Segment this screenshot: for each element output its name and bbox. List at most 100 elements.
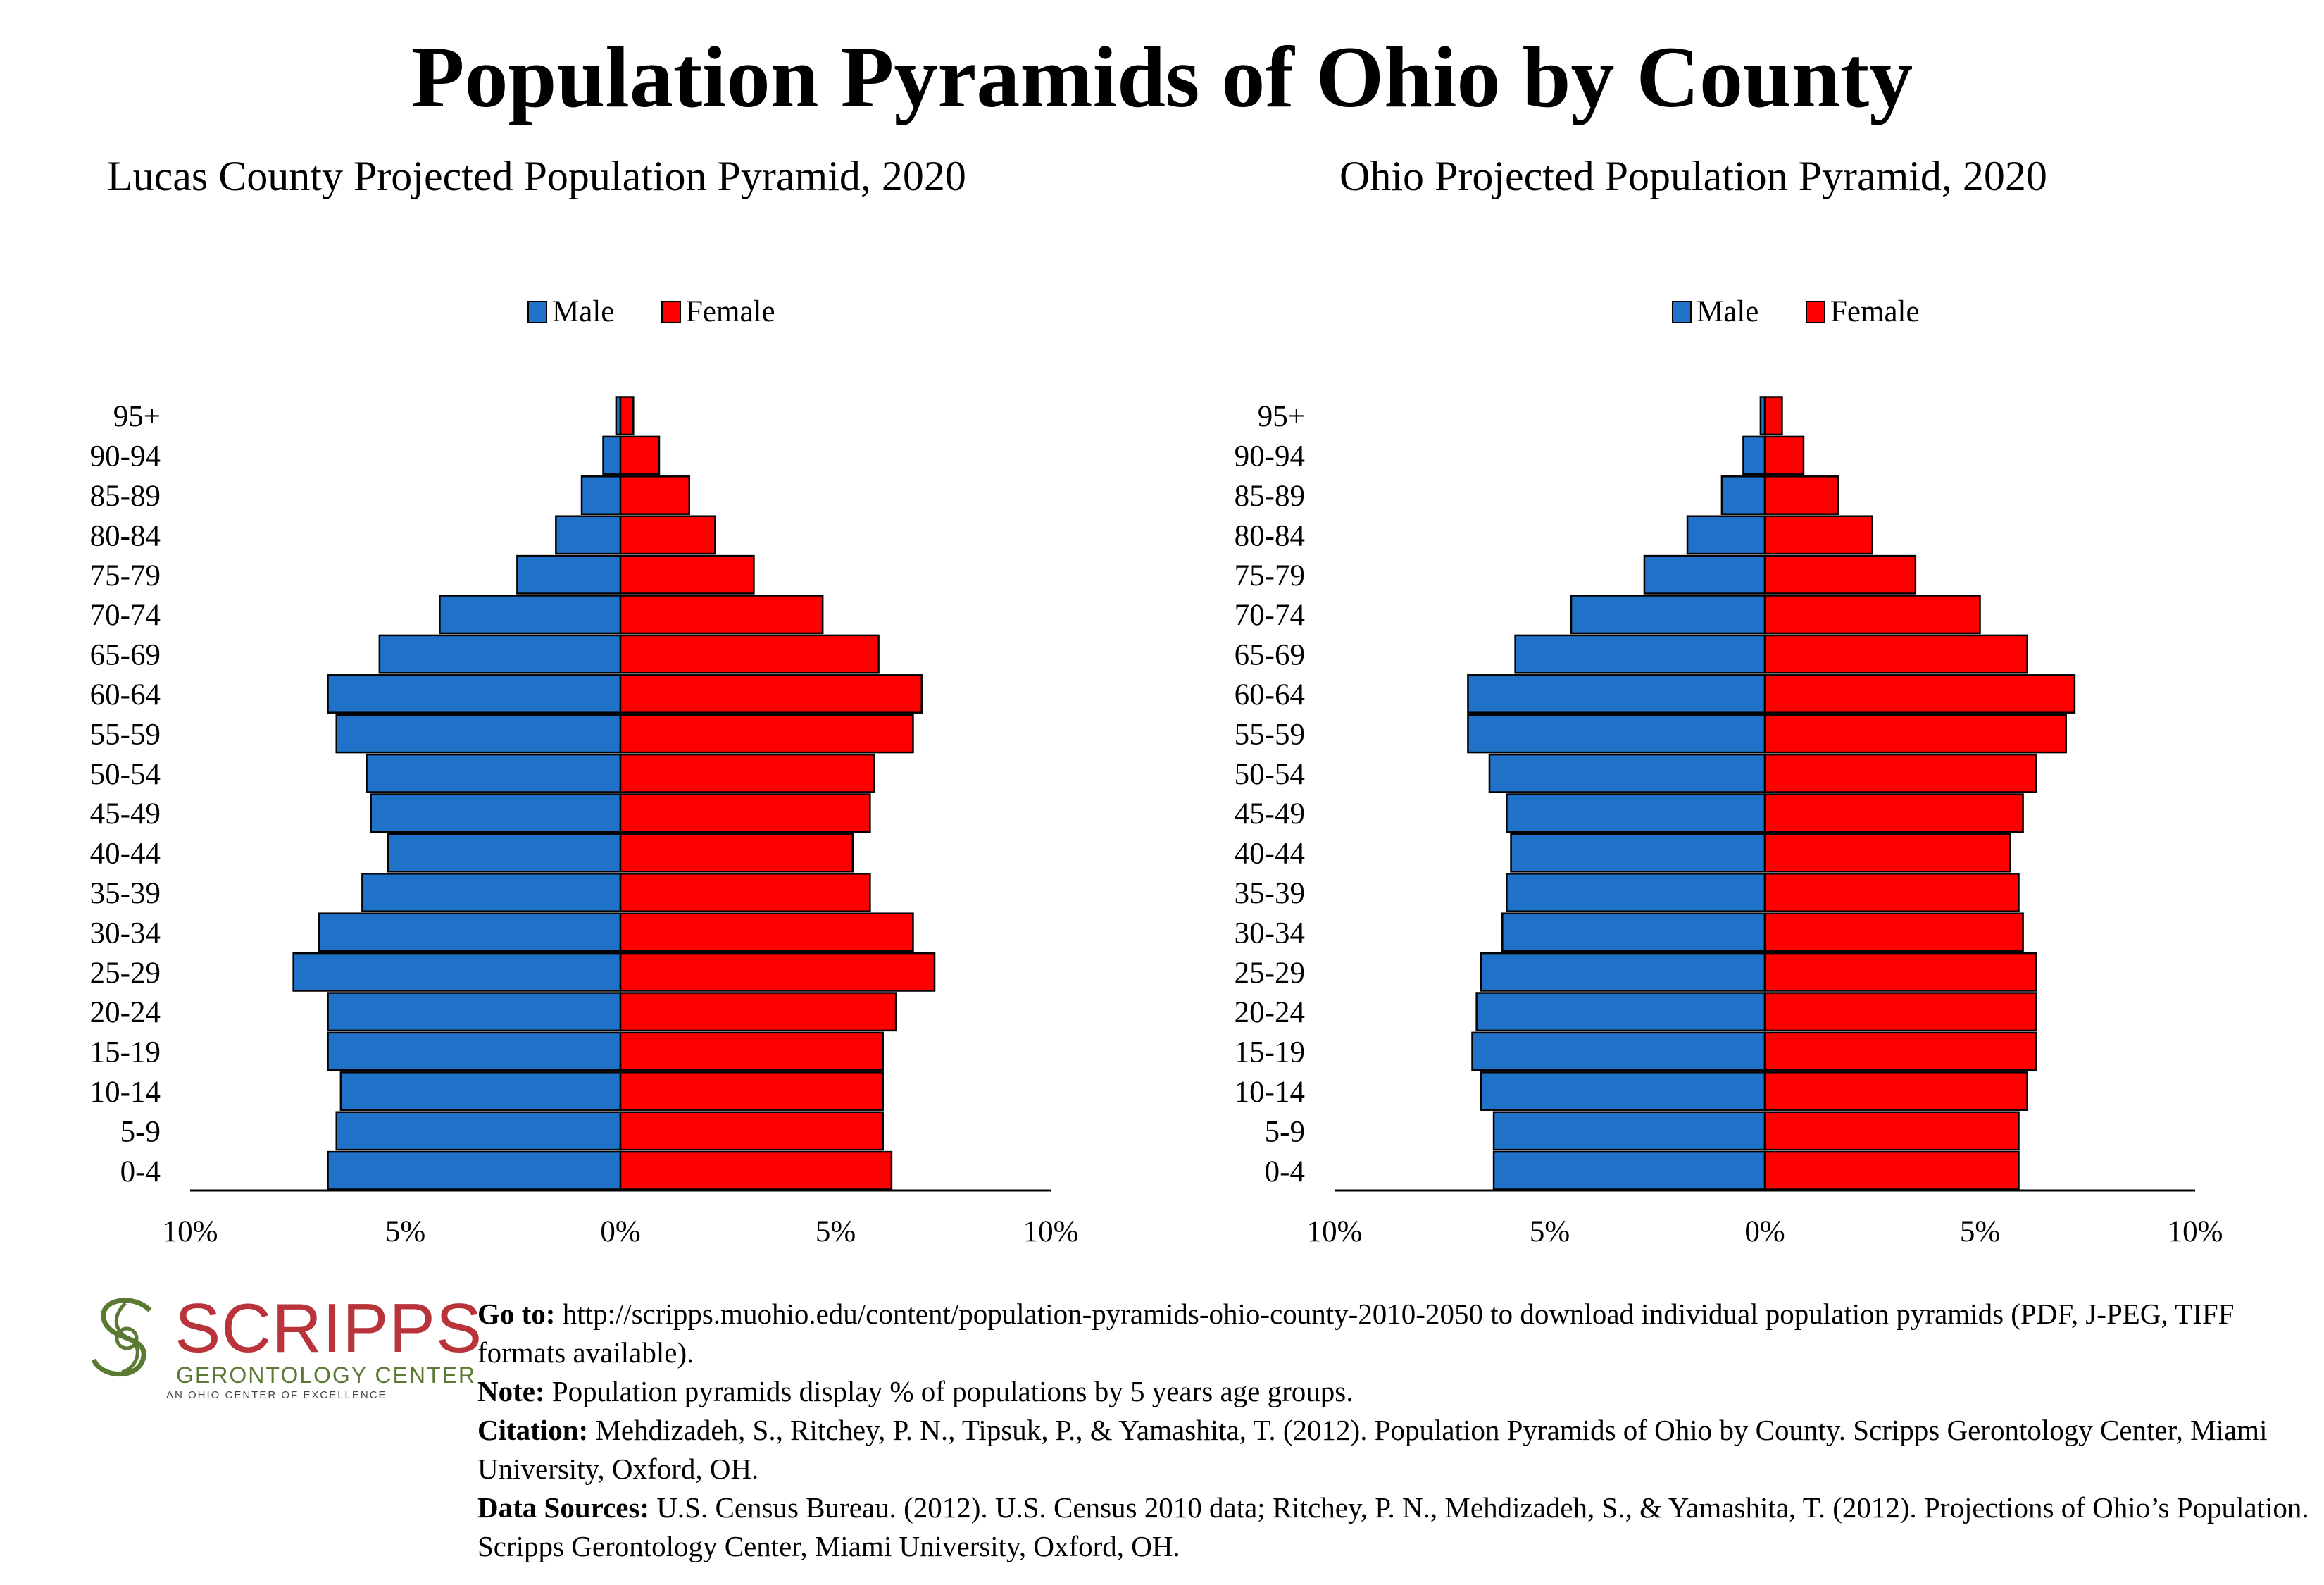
lucas-male-bar-45-49 bbox=[370, 793, 622, 833]
ohio-female-bar-80-84 bbox=[1763, 515, 1873, 555]
lucas-female-bar-75-79 bbox=[619, 554, 755, 595]
ohio-pyramid-chart: 95+ 90-94 85-89 80-84 75-79 70-74 65-69 60-64 55… bbox=[1235, 295, 2223, 1248]
lucas-male-bar-25-29 bbox=[292, 952, 622, 992]
ohio-age-label-80-84: 80-84 bbox=[1235, 519, 1305, 552]
ohio-male-bar-50-54 bbox=[1488, 753, 1766, 793]
ohio-female-bar-40-44 bbox=[1763, 833, 2011, 873]
lucas-x-tick-label: 10% bbox=[163, 1215, 218, 1248]
ohio-male-bar-30-34 bbox=[1501, 912, 1766, 952]
lucas-male-bar-40-44 bbox=[387, 833, 622, 873]
lucas-age-label-35-39: 35-39 bbox=[90, 877, 161, 910]
lucas-age-label-25-29: 25-29 bbox=[90, 957, 161, 990]
ohio-x-tick-label: 5% bbox=[1960, 1215, 2000, 1248]
ohio-age-label-45-49: 45-49 bbox=[1235, 797, 1305, 831]
lucas-age-label-45-49: 45-49 bbox=[90, 797, 161, 831]
ohio-female-bar-20-24 bbox=[1763, 992, 2037, 1032]
ohio-age-label-30-34: 30-34 bbox=[1235, 916, 1305, 950]
lucas-male-bar-55-59 bbox=[335, 714, 622, 754]
ohio-male-bar-0-4 bbox=[1492, 1150, 1766, 1191]
ohio-female-bar-75-79 bbox=[1763, 554, 1917, 595]
lucas-x-tick-label: 5% bbox=[385, 1215, 425, 1248]
ohio-male-bar-60-64 bbox=[1467, 674, 1766, 714]
lucas-male-bar-75-79 bbox=[516, 554, 622, 595]
ohio-male-bar-55-59 bbox=[1467, 714, 1766, 754]
lucas-age-label-50-54: 50-54 bbox=[90, 758, 161, 791]
lucas-x-tick-label: 10% bbox=[1023, 1215, 1079, 1248]
ohio-age-label-5-9: 5-9 bbox=[1265, 1115, 1305, 1148]
lucas-age-label-85-89: 85-89 bbox=[90, 480, 161, 513]
footer-note-text: Population pyramids display % of populat… bbox=[544, 1375, 1354, 1407]
lucas-age-label-60-64: 60-64 bbox=[90, 678, 161, 711]
lucas-female-bar-45-49 bbox=[619, 793, 871, 833]
footer-note: Note: Population pyramids display % of p… bbox=[477, 1372, 2316, 1411]
lucas-female-bar-85-89 bbox=[619, 476, 691, 515]
lucas-male-bar-90-94 bbox=[602, 435, 622, 476]
lucas-chart-title: Lucas County Projected Population Pyrami… bbox=[107, 153, 966, 199]
page-title: Population Pyramids of Ohio by County bbox=[411, 29, 1913, 125]
lucas-age-label-5-9: 5-9 bbox=[120, 1115, 161, 1148]
lucas-age-label-10-14: 10-14 bbox=[90, 1076, 161, 1109]
ohio-male-bar-40-44 bbox=[1510, 833, 1766, 873]
ohio-male-bar-65-69 bbox=[1514, 634, 1766, 674]
ohio-age-label-50-54: 50-54 bbox=[1235, 758, 1305, 791]
lucas-pyramid-chart: 95+ 90-94 85-89 80-84 75-79 70-74 65-69 60-64 55… bbox=[90, 295, 1079, 1248]
lucas-legend-male-label: Male bbox=[552, 295, 614, 328]
ohio-female-bar-85-89 bbox=[1763, 476, 1839, 515]
ohio-male-bar-45-49 bbox=[1506, 793, 1766, 833]
ohio-female-bar-25-29 bbox=[1763, 952, 2037, 992]
footer-notes: Go to: http://scripps.muohio.edu/content… bbox=[477, 1295, 2316, 1566]
footer-goto-label: Go to: bbox=[477, 1298, 556, 1330]
lucas-male-bar-80-84 bbox=[555, 515, 622, 555]
ohio-x-tick-label: 10% bbox=[2168, 1215, 2223, 1248]
lucas-female-bar-20-24 bbox=[619, 992, 897, 1032]
lucas-age-label-40-44: 40-44 bbox=[90, 838, 161, 871]
ohio-age-label-95+: 95+ bbox=[1258, 400, 1305, 433]
ohio-male-bar-85-89 bbox=[1720, 476, 1766, 515]
lucas-female-bar-30-34 bbox=[619, 912, 914, 952]
lucas-male-bar-20-24 bbox=[327, 992, 622, 1032]
ohio-x-tick-label: 5% bbox=[1530, 1215, 1570, 1248]
ohio-age-label-90-94: 90-94 bbox=[1235, 440, 1305, 473]
ohio-female-bar-65-69 bbox=[1763, 634, 2028, 674]
lucas-male-bar-15-19 bbox=[327, 1031, 622, 1071]
ohio-age-label-55-59: 55-59 bbox=[1235, 718, 1305, 751]
lucas-male-bar-60-64 bbox=[327, 674, 622, 714]
footer-citation-label: Citation: bbox=[477, 1414, 589, 1446]
lucas-age-label-20-24: 20-24 bbox=[90, 996, 161, 1029]
ohio-female-bar-90-94 bbox=[1763, 435, 1805, 476]
ohio-age-label-15-19: 15-19 bbox=[1235, 1036, 1305, 1069]
ohio-age-label-25-29: 25-29 bbox=[1235, 957, 1305, 990]
ohio-male-bar-75-79 bbox=[1643, 554, 1766, 595]
ohio-male-bar-10-14 bbox=[1480, 1071, 1766, 1111]
lucas-male-bar-30-34 bbox=[318, 912, 622, 952]
footer-sources-text: U.S. Census Bureau. (2012). U.S. Census … bbox=[477, 1491, 2309, 1562]
ohio-female-bar-0-4 bbox=[1763, 1150, 2020, 1191]
footer-goto-text: http://scripps.muohio.edu/content/popula… bbox=[477, 1298, 2235, 1369]
ohio-male-bar-80-84 bbox=[1686, 515, 1766, 555]
ohio-female-bar-5-9 bbox=[1763, 1111, 2020, 1151]
ohio-x-tick-label: 0% bbox=[1744, 1215, 1785, 1248]
lucas-female-bar-55-59 bbox=[619, 714, 914, 754]
lucas-legend: Male Female bbox=[527, 295, 775, 328]
ohio-female-bar-95+ bbox=[1763, 396, 1783, 436]
lucas-x-tick-label: 0% bbox=[600, 1215, 640, 1248]
ohio-legend-male-label: Male bbox=[1697, 295, 1758, 328]
footer-citation: Citation: Mehdizadeh, S., Ritchey, P. N.… bbox=[477, 1411, 2316, 1488]
lucas-female-bar-95+ bbox=[619, 396, 635, 436]
lucas-male-bar-85-89 bbox=[580, 476, 622, 515]
lucas-legend-female-swatch bbox=[661, 301, 681, 323]
lucas-female-bar-70-74 bbox=[619, 595, 824, 635]
ohio-age-label-40-44: 40-44 bbox=[1235, 838, 1305, 871]
lucas-age-label-65-69: 65-69 bbox=[90, 639, 161, 672]
lucas-age-label-15-19: 15-19 bbox=[90, 1036, 161, 1069]
ohio-age-label-70-74: 70-74 bbox=[1235, 599, 1305, 632]
lucas-female-bar-10-14 bbox=[619, 1071, 884, 1111]
ohio-female-bar-10-14 bbox=[1763, 1071, 2028, 1111]
ohio-female-bar-35-39 bbox=[1763, 873, 2020, 912]
ohio-female-bar-70-74 bbox=[1763, 595, 1981, 635]
lucas-female-bar-25-29 bbox=[619, 952, 936, 992]
ohio-age-label-20-24: 20-24 bbox=[1235, 996, 1305, 1029]
lucas-female-bar-15-19 bbox=[619, 1031, 884, 1071]
ohio-age-label-0-4: 0-4 bbox=[1265, 1155, 1305, 1188]
ohio-female-bar-50-54 bbox=[1763, 753, 2037, 793]
